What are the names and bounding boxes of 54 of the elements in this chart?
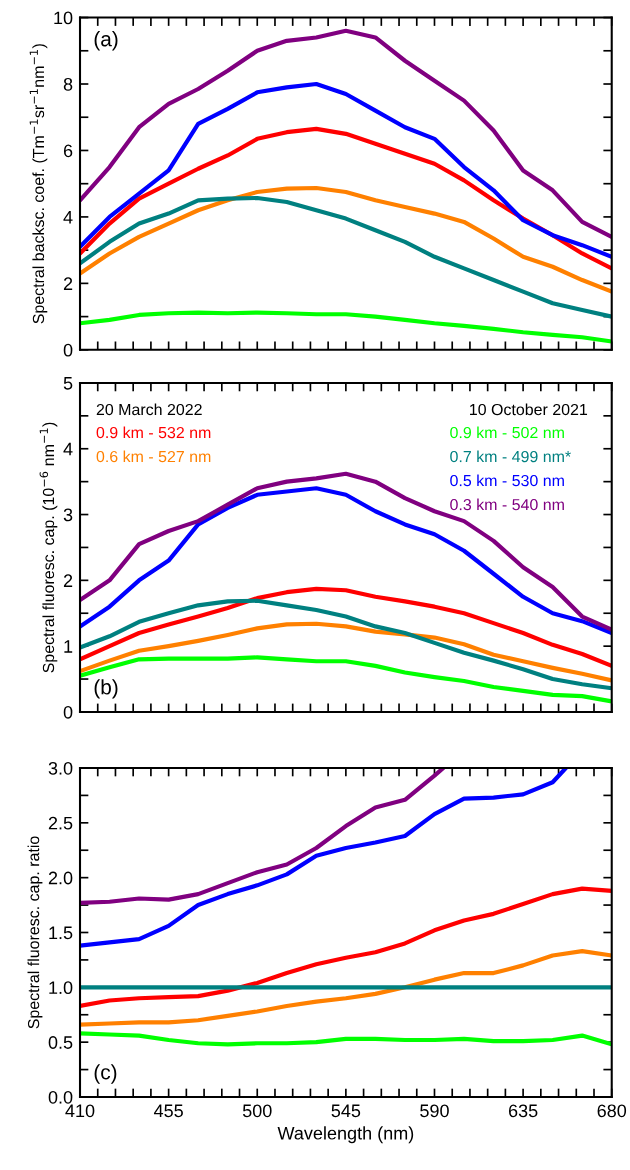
annotation: 10 October 2021: [470, 403, 588, 416]
annotation: (a): [94, 31, 118, 51]
line-series: [80, 655, 612, 704]
y-tick-label: 5: [63, 377, 73, 390]
x-tick-label: 410: [65, 1104, 95, 1118]
x-tick-label: 455: [153, 1104, 183, 1118]
x-tick-label: 500: [242, 1104, 272, 1118]
y-tick-label: 6: [63, 144, 73, 158]
y-axis-title: Spectral fluoresc. cap. (10$^{−6}$ nm$^{−1}$): [39, 422, 58, 673]
y-tick-label: 2.0: [48, 871, 73, 885]
series-label: 0.3 km - 540 nm: [450, 498, 564, 511]
y-tick-label: 2: [63, 574, 73, 587]
y-tick-label: 10: [54, 11, 73, 25]
line-series: [80, 310, 612, 344]
x-tick-label: 635: [508, 1104, 538, 1118]
text: 0.9 km - 502 nm: [450, 426, 564, 439]
y-tick-label: 0.5: [48, 1036, 73, 1049]
text: 0.5 km - 530 nm: [450, 474, 564, 487]
y-tick-label: 1: [64, 640, 73, 653]
annotation: (c): [94, 1064, 117, 1084]
y-tick-label: 4: [63, 442, 73, 456]
text: 0.9 km - 532 nm: [96, 426, 211, 439]
y-tick-label: 0: [63, 343, 73, 357]
x-tick-label: 545: [331, 1104, 361, 1118]
y-axis-title: Spectral fluoresc. cap. ratio: [27, 836, 43, 1029]
y-tick-label: 1.5: [49, 926, 73, 940]
line-series: [80, 185, 612, 294]
y-tick-label: 2: [63, 277, 73, 290]
text: 0.7 km - 499 nm*: [450, 450, 571, 463]
text: 0.6 km - 527 nm: [96, 450, 211, 463]
x-tick-label: 680: [597, 1104, 627, 1118]
annotation: (b): [94, 679, 118, 699]
line-series: [80, 195, 612, 319]
line-series: [80, 767, 568, 948]
y-tick-label: 1.0: [49, 981, 73, 995]
x-axis-title: Wavelength (nm): [277, 1126, 414, 1144]
line-series: [80, 28, 612, 239]
y-tick-label: 3: [63, 508, 73, 522]
x-tick-label: 590: [420, 1104, 449, 1118]
line-series: [80, 886, 612, 1009]
y-tick-label: 3.0: [48, 761, 73, 775]
line-series: [80, 126, 612, 271]
y-tick-label: 4: [63, 211, 73, 224]
line-series: [80, 767, 446, 905]
y-tick-label: 2.5: [48, 816, 73, 830]
line-series: [80, 949, 612, 1027]
line-series: [80, 586, 612, 668]
y-tick-label: 8: [63, 77, 73, 91]
annotation: 20 March 2022: [96, 403, 202, 416]
line-series: [80, 81, 612, 259]
line-series: [80, 1031, 612, 1047]
y-axis-title: Spectral backsc. coef. (Tm$^{−1}$sr$^{−1}$nm$^{−1}$): [29, 44, 48, 324]
y-tick-label: 0.0: [48, 1090, 73, 1104]
y-tick-label: 0: [63, 705, 73, 719]
